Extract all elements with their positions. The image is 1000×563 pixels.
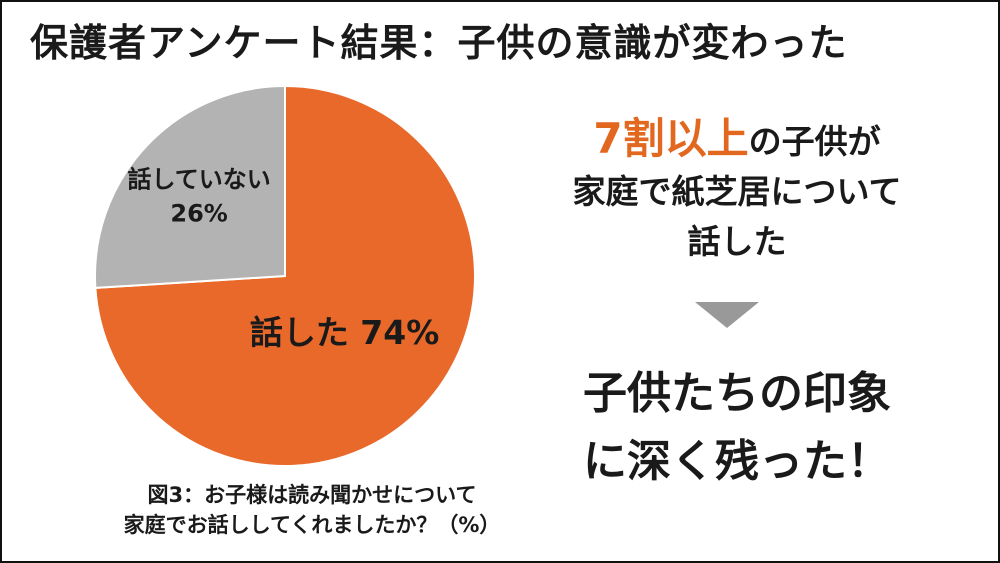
slide-title: 保護者アンケート結果：子供の意識が変わった xyxy=(30,21,848,65)
chart-caption: 図3：お子様は読み聞かせについて 家庭でお話ししてくれましたか？（%） xyxy=(102,480,522,540)
caption-line-1: 図3：お子様は読み聞かせについて xyxy=(147,483,477,507)
headline: 7割以上の子供が 家庭で紙芝居について 話した xyxy=(507,114,967,267)
pie-chart: 話した 74% 話していない 26% xyxy=(94,84,476,467)
pie-label-0: 話した 74% xyxy=(250,313,439,352)
caption-line-2: 家庭でお話ししてくれましたか？（%） xyxy=(123,513,501,537)
headline-rest: の子供が xyxy=(748,122,881,161)
headline-line-3: 話した xyxy=(687,222,787,261)
headline-highlight: 7割以上 xyxy=(593,114,749,163)
headline-line-2: 家庭で紙芝居について xyxy=(572,172,902,211)
conclusion-line-2: に深く残った！ xyxy=(583,436,891,487)
down-arrow-icon xyxy=(695,302,759,328)
pie-label-value-1: 26% xyxy=(170,199,227,227)
conclusion-line-1: 子供たちの印象 xyxy=(583,368,891,419)
conclusion: 子供たちの印象 に深く残った！ xyxy=(507,360,967,496)
pie-label-name-1: 話していない xyxy=(127,165,270,193)
pie-slice-1 xyxy=(94,84,286,289)
headline-line-1: 7割以上の子供が xyxy=(507,114,967,167)
